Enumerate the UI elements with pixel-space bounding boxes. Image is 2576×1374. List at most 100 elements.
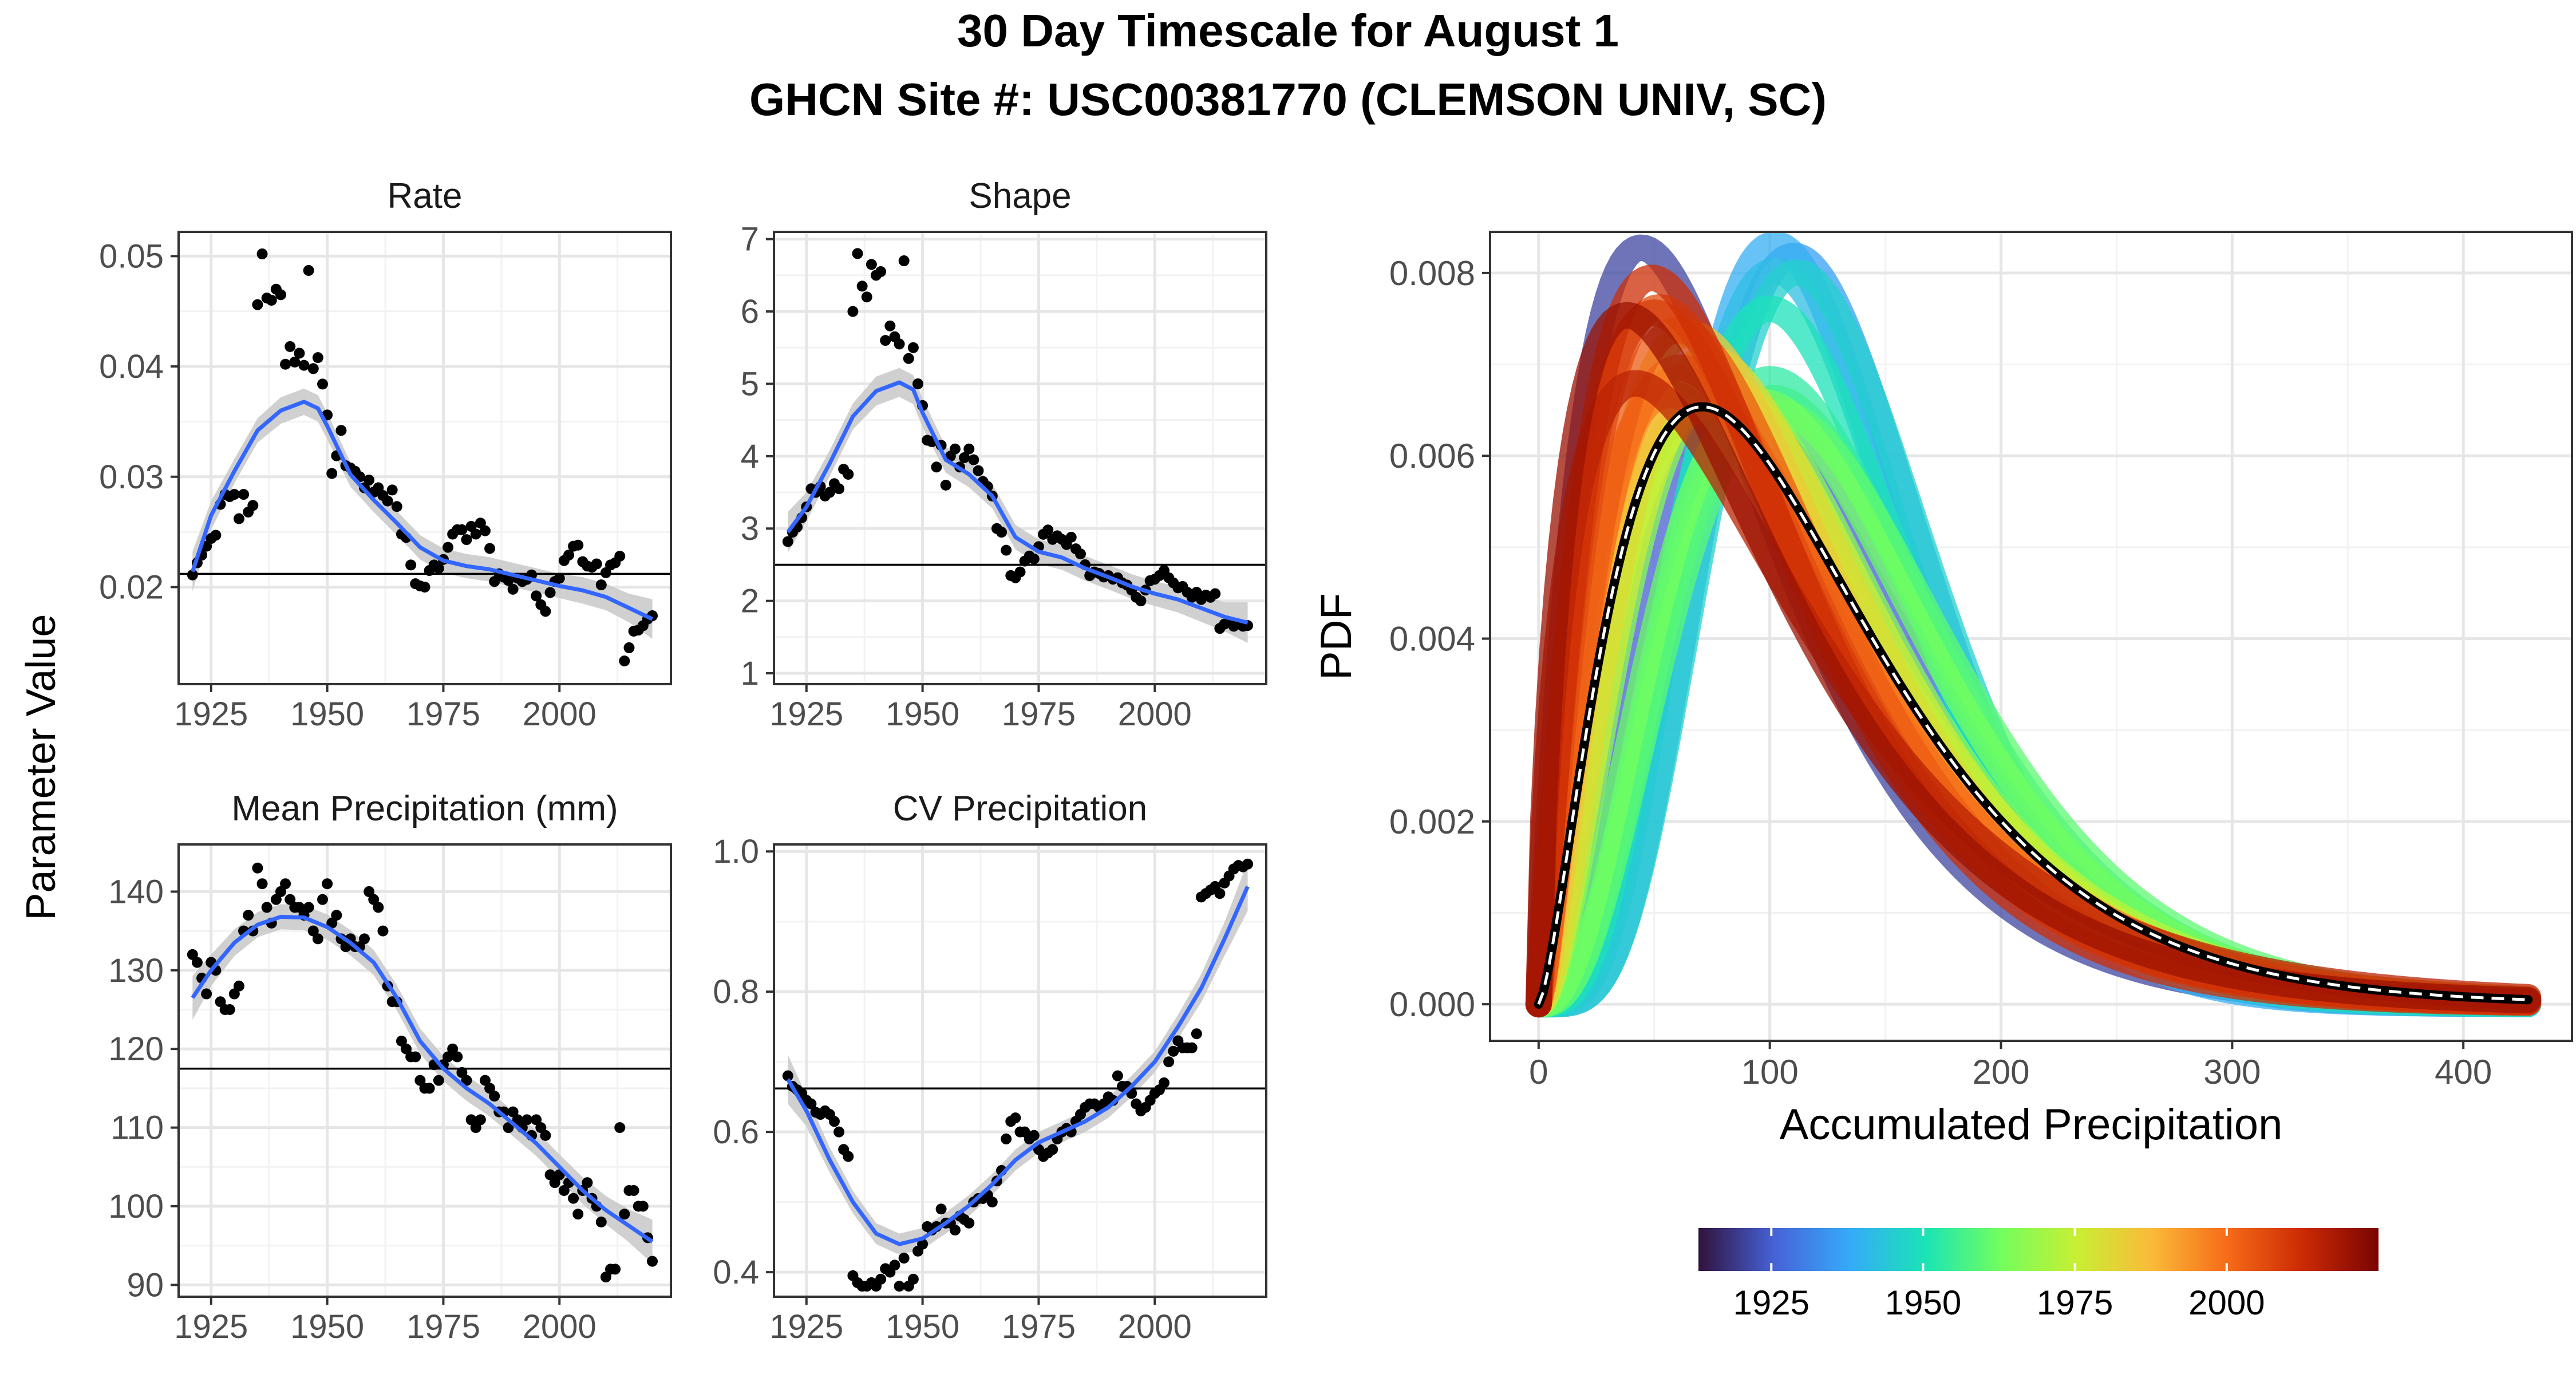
panel-border bbox=[773, 843, 1267, 1298]
data-point bbox=[595, 579, 607, 591]
data-point bbox=[847, 306, 859, 317]
panel-rate: 1925 1950 1975 2000 0.02 0.03 0.04 0.05 Rate bbox=[99, 176, 672, 733]
data-point bbox=[907, 342, 919, 353]
data-point bbox=[623, 642, 635, 653]
smooth-line bbox=[191, 914, 654, 1243]
data-point bbox=[461, 1075, 472, 1086]
data-point bbox=[531, 590, 542, 602]
x-tick-label: 2000 bbox=[523, 696, 596, 733]
confidence-band bbox=[192, 388, 653, 639]
data-point bbox=[949, 1225, 961, 1236]
y-axis-label: PDF bbox=[1312, 593, 1361, 680]
data-point bbox=[1112, 1070, 1123, 1081]
smooth-line bbox=[191, 400, 654, 621]
data-point bbox=[591, 558, 602, 570]
data-point bbox=[275, 886, 286, 897]
y-tick-label: 0.004 bbox=[1389, 619, 1475, 658]
data-point bbox=[479, 1075, 491, 1086]
data-point bbox=[228, 489, 240, 500]
data-point bbox=[852, 248, 863, 259]
data-point bbox=[391, 501, 402, 512]
data-point bbox=[475, 1114, 486, 1126]
data-point bbox=[1210, 588, 1221, 599]
figure-subtitle: GHCN Site #: USC00381770 (CLEMSON UNIV, … bbox=[749, 74, 1827, 125]
data-point bbox=[986, 1197, 998, 1208]
panel-mean-precipitation: 1925 1950 1975 2000 90 100 110 120 130 140 Mean Pr… bbox=[108, 789, 672, 1345]
data-point bbox=[368, 894, 380, 905]
x-tick-label: 1975 bbox=[406, 1308, 480, 1345]
data-point bbox=[1065, 531, 1077, 543]
data-point bbox=[572, 1209, 584, 1220]
data-point bbox=[364, 886, 375, 897]
data-point bbox=[554, 572, 565, 584]
panel-title: Shape bbox=[969, 176, 1071, 216]
data-point bbox=[503, 1122, 514, 1134]
x-tick-label: 2000 bbox=[1118, 1308, 1192, 1345]
x-tick-label: 1975 bbox=[1002, 696, 1076, 733]
data-point bbox=[968, 454, 979, 465]
data-point bbox=[1028, 1130, 1040, 1141]
panel-background bbox=[179, 232, 671, 684]
x-tick-label: 1950 bbox=[290, 1308, 364, 1345]
data-point bbox=[285, 341, 296, 352]
data-point bbox=[228, 988, 240, 1000]
data-point bbox=[1014, 566, 1026, 578]
x-tick-label: 2000 bbox=[1118, 696, 1192, 733]
data-point bbox=[470, 1122, 481, 1134]
data-point bbox=[312, 352, 323, 364]
data-point bbox=[503, 575, 514, 586]
data-point bbox=[1214, 888, 1226, 899]
data-point bbox=[335, 425, 347, 436]
data-point bbox=[507, 1106, 519, 1118]
panel-background bbox=[774, 844, 1266, 1297]
data-point bbox=[544, 1169, 556, 1180]
data-point bbox=[889, 1260, 900, 1271]
data-point bbox=[619, 656, 630, 667]
colorbar: 1925 1950 1975 2000 bbox=[1698, 1228, 2379, 1322]
y-tick-label: 90 bbox=[127, 1266, 164, 1304]
smooth-line bbox=[786, 886, 1250, 1246]
data-point bbox=[484, 1083, 496, 1094]
data-point bbox=[331, 910, 342, 921]
data-point bbox=[294, 902, 305, 913]
data-point bbox=[373, 902, 384, 913]
data-point bbox=[875, 266, 887, 278]
data-point bbox=[1159, 1077, 1170, 1088]
data-point bbox=[549, 1177, 560, 1189]
data-point bbox=[805, 1098, 817, 1110]
data-point bbox=[317, 378, 329, 390]
smooth-line bbox=[786, 380, 1249, 625]
data-point bbox=[898, 1253, 910, 1264]
data-point bbox=[1010, 1112, 1021, 1124]
data-point bbox=[619, 1209, 630, 1220]
data-point bbox=[303, 902, 314, 913]
data-point bbox=[405, 559, 417, 571]
data-point bbox=[949, 443, 961, 455]
data-point bbox=[935, 1203, 947, 1215]
x-tick-label: 1925 bbox=[174, 1308, 248, 1345]
data-point bbox=[1001, 544, 1012, 556]
data-point bbox=[322, 878, 333, 890]
data-point bbox=[582, 1177, 593, 1189]
data-point bbox=[647, 1255, 658, 1267]
data-point bbox=[298, 360, 310, 371]
panel-border bbox=[177, 231, 672, 685]
data-point bbox=[507, 583, 519, 595]
data-point bbox=[614, 1122, 626, 1134]
data-point bbox=[833, 483, 845, 495]
data-point bbox=[224, 1004, 235, 1016]
x-tick-label: 1975 bbox=[406, 696, 480, 733]
data-point bbox=[386, 484, 398, 496]
data-point bbox=[401, 1043, 412, 1055]
data-point bbox=[1001, 1133, 1012, 1144]
reference-pdf-dashes bbox=[1537, 405, 2528, 1005]
data-point bbox=[410, 1051, 421, 1063]
data-point bbox=[364, 475, 375, 486]
panel-border bbox=[773, 231, 1267, 685]
data-point bbox=[470, 528, 481, 540]
y-tick-label: 1 bbox=[741, 655, 759, 692]
data-point bbox=[866, 259, 877, 270]
y-tick-label: 5 bbox=[741, 365, 759, 402]
